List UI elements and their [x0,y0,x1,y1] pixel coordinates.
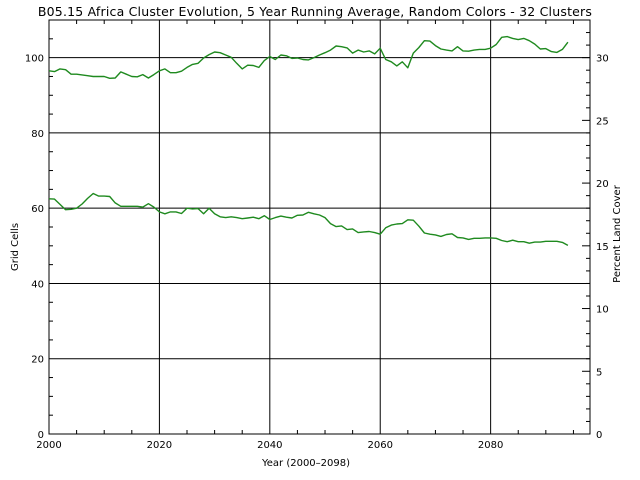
series-line-1 [48,35,569,80]
y2-tick-label: 5 [596,367,602,378]
grid-lines [49,20,590,434]
y-tick-label: 0 [38,430,44,441]
data-series [48,35,569,247]
y-tick-label: 40 [31,279,44,290]
x-tick-label: 2060 [367,440,392,451]
axis-ticks: 2000 2020 2040 2060 208002040608010005101520… [25,20,609,451]
y2-axis-label: Percent Land Cover [612,184,623,283]
y-tick-label: 100 [25,54,44,65]
y2-tick-label: 10 [596,305,609,316]
x-tick-label: 2000 [36,440,61,451]
y-axis-label: Grid Cells [10,223,21,271]
y-tick-label: 60 [31,204,44,215]
x-axis-label: Year (2000–2098) [261,458,350,469]
y2-tick-label: 25 [596,116,609,127]
x-tick-label: 2080 [478,440,503,451]
y2-tick-label: 30 [596,54,609,65]
y2-tick-label: 20 [596,179,609,190]
y-tick-label: 20 [31,355,44,366]
x-tick-label: 2040 [257,440,282,451]
plot-frame [48,19,591,435]
y-tick-label: 80 [31,129,44,140]
y2-tick-label: 15 [596,242,609,253]
plot-border [48,19,591,435]
x-tick-label: 2020 [147,440,172,451]
chart-title: B05.15 Africa Cluster Evolution, 5 Year … [38,4,592,19]
series-line-2 [48,192,569,247]
y2-tick-label: 0 [596,430,602,441]
